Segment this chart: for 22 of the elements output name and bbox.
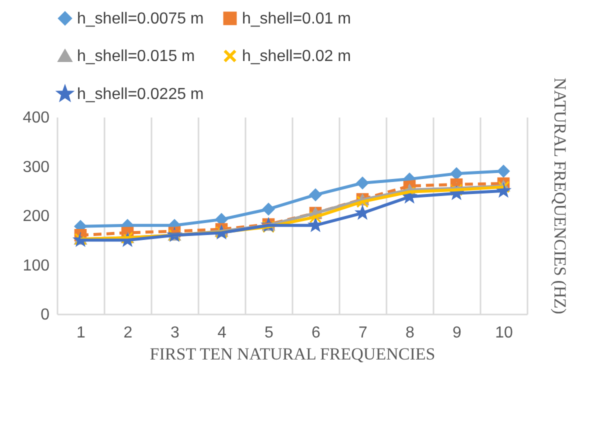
x-tick-label: 5 — [264, 324, 274, 342]
legend-label: h_shell=0.015 m — [77, 48, 195, 65]
y-tick-label: 200 — [22, 208, 50, 225]
y-tick-label: 100 — [22, 257, 50, 274]
x-tick-label: 3 — [170, 324, 180, 342]
legend-label: h_shell=0.01 m — [242, 10, 351, 28]
y-tick-label: 400 — [22, 110, 50, 126]
x-tick-label: 2 — [124, 324, 133, 342]
x-axis-title: FIRST TEN NATURAL FREQUENCIES — [150, 344, 436, 364]
legend-label: h_shell=0.0075 m — [77, 10, 204, 28]
x-tick-label: 8 — [406, 324, 415, 342]
y-tick-label: 300 — [22, 158, 50, 176]
x-tick-label: 1 — [76, 324, 86, 342]
x-tick-label: 9 — [452, 324, 462, 342]
x-tick-label: 6 — [312, 324, 321, 342]
legend-label: h_shell=0.0225 m — [77, 86, 204, 103]
legend-label: h_shell=0.02 m — [242, 48, 351, 65]
y-tick-label: 0 — [40, 306, 50, 324]
x-tick-label: 4 — [218, 324, 227, 342]
y-axis-title: NATURAL FREQUENCIES (HZ) — [550, 78, 570, 314]
x-tick-label: 10 — [495, 324, 513, 342]
x-tick-label: 7 — [358, 324, 368, 342]
